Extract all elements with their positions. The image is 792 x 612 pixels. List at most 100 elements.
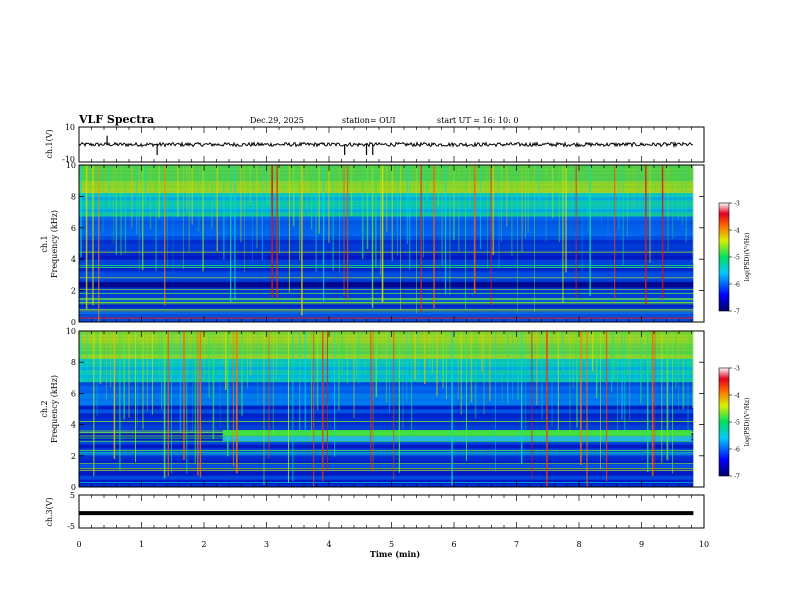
spec-band [79, 479, 694, 484]
spec-band [79, 208, 694, 213]
colorbar-tick-label: -7 [734, 474, 740, 481]
spec-ytick-label: 6 [71, 224, 76, 233]
colorbar-tick-label: -5 [734, 255, 740, 262]
spec-band [79, 243, 694, 248]
spec-band [79, 184, 694, 190]
spec-band [79, 455, 694, 461]
spec-band [79, 483, 694, 488]
spec-ytick-label: 8 [71, 358, 76, 367]
ch1-colorbar-label: log(PSD)(V²/Hz) [744, 233, 751, 282]
ch1-ytick-top: 10 [65, 123, 75, 132]
spec-band [79, 165, 694, 170]
spec-band [79, 475, 694, 480]
colorbar-tick-label: -4 [734, 393, 740, 400]
spec-ytick-label: 8 [71, 192, 76, 201]
ch1-ylabel: ch.1(V) [45, 129, 54, 158]
spec-nodata [693, 331, 704, 487]
spec-band [79, 251, 694, 256]
spec-band [79, 286, 694, 292]
spec-band [79, 223, 694, 229]
spec-band [79, 331, 694, 336]
spec-band [79, 385, 694, 390]
ch1-spectrogram [79, 165, 704, 323]
spec-band [79, 409, 694, 414]
ch2-colorbar: -3 -4 -5 -6 -7 log(PSD)(V²/Hz) [718, 366, 751, 481]
start-time-label: start UT = 16: 10: 0 [437, 116, 519, 125]
time-axis: 0 1 2 3 4 5 6 7 8 9 10 [76, 127, 709, 549]
ch2-spec-ylabel-line1: ch.2 [40, 400, 49, 417]
x-tick-label: 5 [389, 540, 394, 549]
ch3-panel: 5 -5 ch.3(V) [45, 491, 705, 531]
spec-dark-band [79, 281, 694, 288]
station-label: station= OUI [342, 116, 396, 125]
spec-band [79, 314, 694, 319]
spec-band [79, 401, 694, 406]
spec-band [79, 471, 694, 476]
spec-band [79, 200, 694, 205]
spec-emission-band [222, 430, 692, 436]
spec-band [79, 389, 694, 394]
spec-band [79, 393, 694, 398]
spec-band [79, 180, 694, 186]
x-tick-label: 4 [326, 540, 331, 549]
spec-band [79, 459, 694, 465]
ch2-spectrogram-panel: 0 2 4 6 8 10 ch.2 Frequency (kHz) [40, 327, 705, 492]
spec-band [79, 306, 694, 311]
spec-band [79, 298, 694, 303]
spec-band [79, 259, 694, 264]
spec-band [79, 219, 694, 225]
spec-band [79, 370, 694, 375]
ch3-ytick-top: 5 [70, 491, 75, 500]
spec-ytick-label: 4 [71, 255, 76, 264]
x-tick-label: 1 [139, 540, 144, 549]
spec-band [79, 397, 694, 402]
spec-band [79, 318, 694, 323]
spec-emission-band [222, 436, 692, 441]
spec-ytick-label: 0 [71, 483, 76, 492]
spec-ytick-label: 0 [71, 318, 76, 327]
ch1-waveform-panel: 10 -10 ch.1(V) [45, 123, 705, 164]
spec-band [79, 216, 694, 221]
spec-band [79, 358, 694, 363]
spec-band [79, 239, 694, 244]
ch1-colorbar: -3 -4 -5 -6 -7 log(PSD)(V²/Hz) [718, 201, 751, 316]
x-axis-label: Time (min) [370, 549, 420, 559]
ch3-ytick-bottom: -5 [67, 522, 75, 531]
spec-band [79, 172, 694, 178]
spec-band [79, 267, 694, 272]
x-tick-label: 7 [514, 540, 519, 549]
spec-band [79, 227, 694, 233]
spec-band [79, 294, 694, 299]
spec-band [79, 381, 694, 387]
x-tick-label: 0 [76, 540, 81, 549]
spec-band [79, 204, 694, 209]
spec-band [79, 354, 694, 359]
ch1-spec-ylabel-line2: Frequency (kHz) [50, 210, 59, 278]
spec-band [79, 302, 694, 307]
spec-band [79, 168, 694, 174]
spec-band [79, 405, 694, 410]
x-tick-label: 10 [699, 540, 709, 549]
chart-title: VLF Spectra [79, 113, 155, 126]
colorbar-tick-label: -3 [734, 366, 740, 373]
spec-band [79, 247, 694, 252]
colorbar-tick-label: -7 [734, 309, 740, 316]
x-tick-label: 2 [201, 540, 206, 549]
ch2-spec-ylabel-line2: Frequency (kHz) [50, 375, 59, 443]
spec-band [79, 310, 694, 315]
spec-band [79, 377, 694, 383]
colorbar-tick-label: -6 [734, 282, 740, 289]
ch1-trace [78, 140, 694, 149]
spec-band [79, 334, 694, 340]
spec-ytick-label: 2 [71, 452, 76, 461]
spec-ytick-label: 4 [71, 421, 76, 430]
colorbar-tick-label: -4 [734, 228, 740, 235]
spec-band [79, 176, 694, 182]
spec-ytick-label: 10 [66, 327, 76, 336]
ch1-spec-ylabel-line1: ch.1 [40, 235, 49, 252]
spec-band [79, 416, 694, 422]
spec-band [79, 342, 694, 348]
spec-band [79, 467, 694, 472]
x-tick-label: 9 [639, 540, 644, 549]
